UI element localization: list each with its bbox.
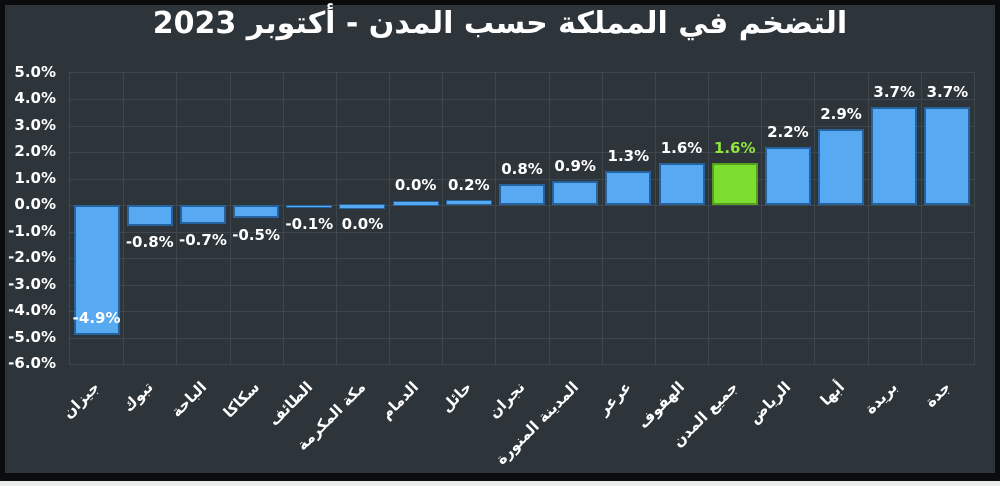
bar-value-label-13: 2.2% <box>767 123 809 142</box>
bar-value-label-9: 0.9% <box>554 157 596 176</box>
v-gridline <box>867 73 869 364</box>
bar-15 <box>871 107 918 206</box>
v-gridline <box>123 73 125 364</box>
bar-value-label-1: -0.8% <box>125 233 174 252</box>
v-gridline <box>335 73 337 364</box>
bar-value-label-15: 3.7% <box>873 83 916 102</box>
y-tick-label-5: 0.0% <box>14 195 56 214</box>
v-gridline <box>176 73 178 364</box>
bar-14 <box>818 128 865 206</box>
bar-value-label-3: -0.5% <box>232 225 281 244</box>
bar-10 <box>605 170 652 206</box>
h-gridline <box>70 284 974 286</box>
h-gridline <box>70 99 974 101</box>
bar-5 <box>339 204 386 210</box>
bar-7 <box>445 199 492 206</box>
plot-area: -4.9% جيزان -0.8% تبوك -0.7% الباحة -0.5% سكاكا… <box>59 72 975 468</box>
v-gridline <box>495 73 497 364</box>
y-tick-label-10: -5.0% <box>8 327 56 346</box>
y-tick-label-4: 1.0% <box>14 168 56 187</box>
bar-4 <box>286 205 333 208</box>
v-gridline <box>761 73 763 364</box>
y-tick-label-6: -1.0% <box>8 221 56 240</box>
bar-value-label-7: 0.2% <box>448 175 490 194</box>
bar-value-label-12: 1.6% <box>713 138 756 157</box>
h-gridline <box>70 178 974 180</box>
bar-3 <box>233 205 280 219</box>
bar-value-label-6: 0.0% <box>394 176 437 195</box>
bar-value-label-14: 2.9% <box>820 104 862 123</box>
bar-11 <box>658 162 705 206</box>
bar-0 <box>73 205 120 335</box>
v-gridline <box>282 73 284 364</box>
bar-2 <box>179 205 226 224</box>
h-gridline <box>70 125 974 127</box>
bar-1 <box>126 205 173 227</box>
y-tick-label-0: 5.0% <box>14 63 56 81</box>
bar-6 <box>392 201 439 207</box>
y-tick-label-2: 3.0% <box>14 115 56 134</box>
h-gridline <box>70 337 974 339</box>
bar-12 <box>711 162 758 206</box>
v-gridline <box>708 73 710 364</box>
y-tick-label-7: -2.0% <box>8 248 56 267</box>
y-tick-label-1: 4.0% <box>14 89 56 108</box>
bar-value-label-11: 1.6% <box>660 138 703 157</box>
bar-value-label-0: -4.9% <box>72 308 121 327</box>
v-gridline <box>389 73 391 364</box>
v-gridline <box>548 73 550 364</box>
v-gridline <box>601 73 603 364</box>
bar-8 <box>499 184 545 206</box>
bar-9 <box>552 181 599 206</box>
bar-13 <box>764 147 811 206</box>
bar-value-label-4: -0.1% <box>285 214 334 233</box>
bar-value-label-5: 0.0% <box>341 215 384 234</box>
y-tick-label-11: -6.0% <box>8 354 56 372</box>
chart-title: التضخم في المملكة حسب المدن - أكتوبر 202… <box>152 6 848 41</box>
v-gridline <box>442 73 444 364</box>
y-tick-label-8: -3.0% <box>8 274 56 293</box>
bar-value-label-10: 1.3% <box>607 146 650 165</box>
bar-value-label-16: 3.7% <box>926 83 969 102</box>
h-gridline <box>70 258 974 260</box>
h-gridline <box>70 152 974 154</box>
y-tick-label-9: -4.0% <box>8 301 56 320</box>
y-tick-label-3: 2.0% <box>14 142 56 161</box>
h-gridline <box>70 205 974 207</box>
v-gridline <box>654 73 656 364</box>
bar-value-label-8: 0.8% <box>501 160 543 179</box>
v-gridline <box>814 73 816 364</box>
v-gridline <box>920 73 922 364</box>
y-axis: 5.0% 4.0% 3.0% 2.0% 1.0% 0.0% -1.0% -2.0% -3.0% -… <box>0 63 62 385</box>
h-gridline <box>70 231 974 233</box>
bar-16 <box>924 107 971 206</box>
h-gridline <box>70 311 974 313</box>
v-gridline <box>229 73 231 364</box>
bar-value-label-2: -0.7% <box>179 230 227 249</box>
